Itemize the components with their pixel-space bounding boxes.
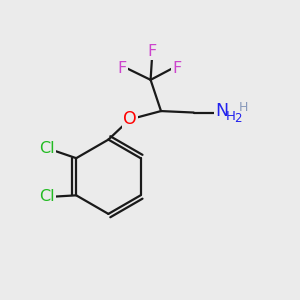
Text: F: F xyxy=(117,61,127,76)
Text: N: N xyxy=(215,102,229,120)
Text: Cl: Cl xyxy=(40,141,55,156)
Text: O: O xyxy=(123,110,137,128)
Text: H: H xyxy=(226,110,236,123)
Text: H: H xyxy=(238,101,248,114)
Text: F: F xyxy=(173,61,182,76)
Text: Cl: Cl xyxy=(39,189,54,204)
Text: F: F xyxy=(148,44,157,59)
Text: 2: 2 xyxy=(235,112,242,125)
